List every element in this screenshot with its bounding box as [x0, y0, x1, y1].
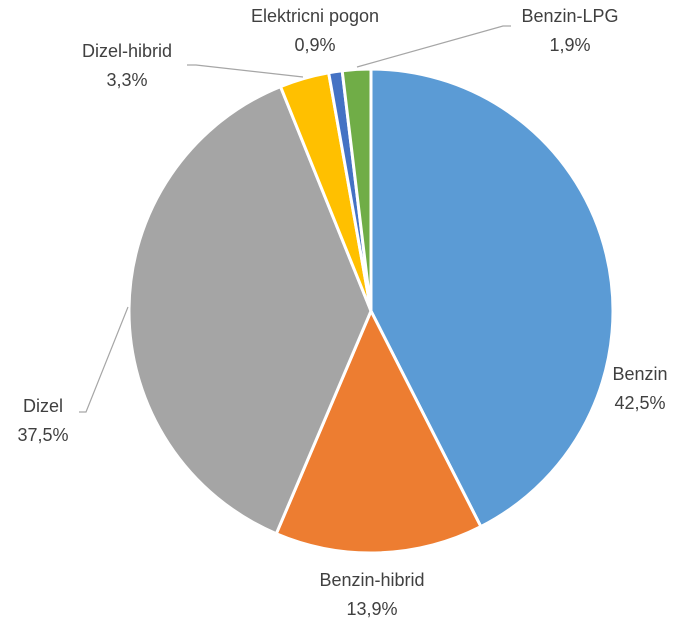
leader-line-benzin-lpg — [356, 25, 511, 68]
leader-lines — [79, 25, 511, 413]
slice-benzin-lpg — [340, 67, 373, 313]
category-label-benzin-hibrid: Benzin-hibrid — [319, 570, 424, 590]
category-label-elektricni-pogon: Elektricni pogon — [251, 6, 379, 26]
slice-benzin-hibrid — [274, 309, 483, 555]
slice-dizel — [127, 85, 373, 536]
category-label-benzin: Benzin — [612, 364, 667, 384]
category-label-dizel: Dizel — [23, 396, 63, 416]
value-label-dizel: 37,5% — [17, 425, 68, 445]
leader-line-dizel-hibrid — [187, 64, 304, 78]
leader-line-dizel — [79, 306, 129, 413]
data-labels: Benzin 42,5% Benzin-hibrid 13,9% Dizel 37,5% D… — [17, 6, 667, 619]
value-label-benzin-hibrid: 13,9% — [346, 599, 397, 619]
value-label-benzin-lpg: 1,9% — [549, 35, 590, 55]
slice-benzin — [369, 67, 615, 529]
pie-slices — [127, 67, 615, 555]
category-label-dizel-hibrid: Dizel-hibrid — [82, 41, 172, 61]
value-label-benzin: 42,5% — [614, 393, 665, 413]
category-label-benzin-lpg: Benzin-LPG — [521, 6, 618, 26]
value-label-dizel-hibrid: 3,3% — [106, 70, 147, 90]
value-label-elektricni-pogon: 0,9% — [294, 35, 335, 55]
